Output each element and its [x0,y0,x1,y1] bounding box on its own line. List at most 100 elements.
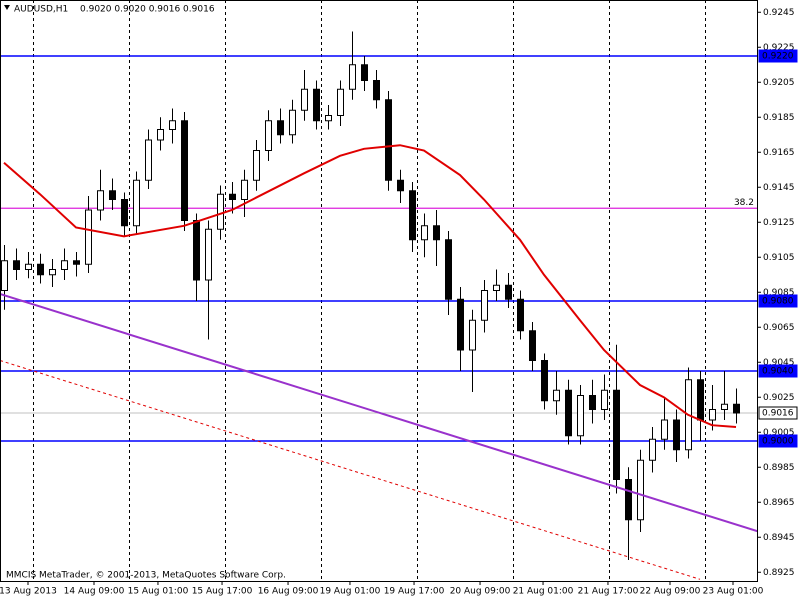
candle-body [217,193,224,230]
candle-body [169,120,176,130]
x-tick-label: 13 Aug 2013 [0,587,57,597]
y-tick-label: 0.9225 [763,43,795,53]
candle-body [337,88,344,116]
x-tick-label: 14 Aug 09:00 [64,587,125,597]
candle-body [145,139,152,181]
candle-body [505,284,512,300]
candle-body [589,395,596,410]
candle-body [13,260,20,270]
candle-body [109,190,116,200]
candle-body [613,389,620,480]
level-label: 0.9016 [762,409,794,419]
indicator-line [3,144,737,428]
level-label-box [758,364,798,378]
candle-body [721,403,728,410]
candle-body [601,389,608,410]
candle-body [469,319,476,351]
x-tick-label: 21 Aug 01:00 [513,587,574,597]
candle-body [1,260,8,291]
indicator-line [0,360,701,580]
y-tick-label: 0.9125 [763,218,795,228]
candle-body [709,409,716,421]
candle-body [349,64,356,90]
candle-body [205,228,212,281]
candle-body [733,403,740,414]
candle-body [289,109,296,136]
candle-body [313,88,320,122]
level-label: 0.9080 [762,297,794,307]
candle-body [133,179,140,227]
level-label-box [758,49,798,63]
y-tick-label: 0.9165 [763,148,795,158]
level-label: 38.2 [734,198,754,208]
x-tick-label: 20 Aug 09:00 [450,587,511,597]
candle-body [301,88,308,111]
level-label: 0.9040 [762,367,794,377]
candle-body [661,419,668,440]
candle-body [229,193,236,200]
candle-body [565,389,572,437]
symbol: AUDUSD,H1 [14,5,68,15]
candle-body [481,290,488,321]
plot-area [0,31,757,580]
y-tick-label: 0.9105 [763,253,795,263]
y-tick-label: 0.9185 [763,113,795,123]
y-tick-label: 0.8985 [763,463,795,473]
y-tick-label: 0.8945 [763,533,795,543]
candle-body [421,225,428,241]
y-tick-label: 0.9065 [763,323,795,333]
candle-body [541,360,548,402]
y-tick-label: 0.9045 [763,358,795,368]
level-label-box [758,434,798,448]
candle-body [361,64,368,81]
x-tick-label: 22 Aug 09:00 [640,587,701,597]
candle-body [673,419,680,451]
y-tick-label: 0.9025 [763,393,795,403]
level-label: 0.9220 [762,52,794,62]
candle-body [553,389,560,402]
candle-body [25,263,32,270]
candle-body [577,395,584,437]
x-tick-label: 19 Aug 01:00 [320,587,381,597]
x-tick-label: 15 Aug 17:00 [192,587,253,597]
candle-body [409,190,416,241]
candle-body [73,260,80,265]
candle-body [625,479,632,521]
candle-body [445,239,452,300]
candle-body [385,99,392,181]
candle-body [157,129,164,141]
candle-body [637,459,644,521]
candle-body [373,80,380,101]
candle-body [457,298,464,351]
candle-body [193,220,200,281]
candle-body [325,115,332,122]
candle-body [277,120,284,136]
candle-body [697,379,704,421]
footer: MMCIS MetaTrader, © 2001-2013, MetaQuote… [6,571,286,581]
candle-body [181,120,188,221]
plot-frame [0,0,758,582]
candle-body [85,209,92,265]
candle-body [265,120,272,151]
level-label-box [758,406,798,420]
y-tick-label: 0.9085 [763,288,795,298]
level-label-box [758,294,798,308]
y-tick-label: 0.9205 [763,78,795,88]
y-tick-label: 0.9245 [763,8,795,18]
candle-body [397,179,404,192]
y-tick-label: 0.8925 [763,568,795,578]
candle-body [253,150,260,181]
candle-body [529,330,536,361]
candle-body [97,190,104,211]
ohlc-info: 0.9020 0.9020 0.9016 0.9016 [80,5,215,15]
candle-body [61,260,68,270]
candle-body [517,298,524,332]
candle-body [121,199,128,227]
x-tick-label: 15 Aug 01:00 [128,587,189,597]
menu-arrow[interactable] [4,5,10,10]
x-tick-label: 23 Aug 01:00 [703,587,764,597]
candle-body [433,225,440,241]
